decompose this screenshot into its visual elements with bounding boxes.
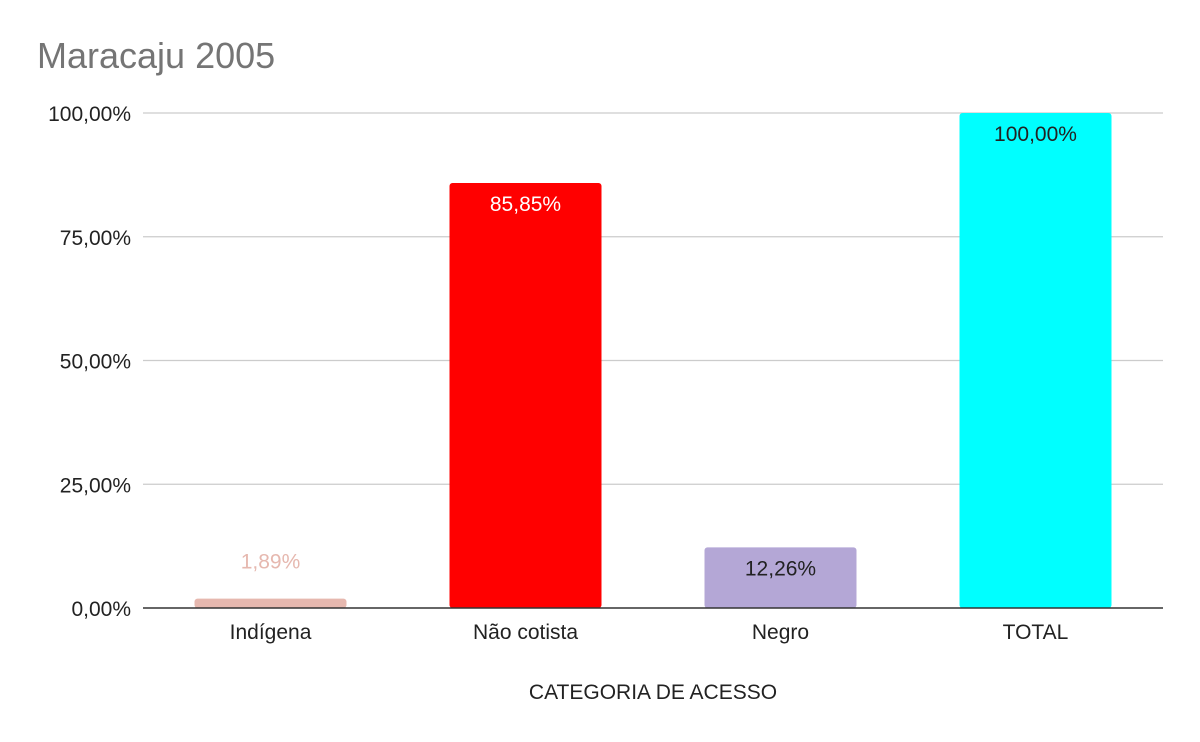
data-label: 1,89% <box>241 551 301 574</box>
x-axis-title: CATEGORIA DE ACESSO <box>529 681 777 704</box>
y-tick-label: 100,00% <box>48 103 131 126</box>
x-tick-label: Indígena <box>230 621 312 644</box>
chart-title: Maracaju 2005 <box>37 35 275 76</box>
bar <box>959 113 1112 608</box>
bars <box>194 113 1112 609</box>
y-tick-label: 75,00% <box>60 227 131 250</box>
y-axis: 0,00% 25,00% 50,00% 75,00% 100,00% <box>48 103 131 621</box>
y-tick-label: 50,00% <box>60 351 131 374</box>
data-label: 12,26% <box>745 557 816 580</box>
bar <box>449 183 602 609</box>
y-tick-label: 0,00% <box>71 598 131 621</box>
y-tick-label: 25,00% <box>60 474 131 497</box>
x-axis: Indígena Não cotista Negro TOTAL <box>230 621 1069 644</box>
bar <box>194 598 347 608</box>
data-labels: 1,89% 85,85% 12,26% 100,00% <box>241 123 1077 580</box>
x-tick-label: Não cotista <box>473 621 578 644</box>
x-tick-label: Negro <box>752 621 809 644</box>
data-label: 85,85% <box>490 193 561 216</box>
x-tick-label: TOTAL <box>1003 621 1069 644</box>
bar <box>704 547 857 608</box>
data-label: 100,00% <box>994 123 1077 146</box>
